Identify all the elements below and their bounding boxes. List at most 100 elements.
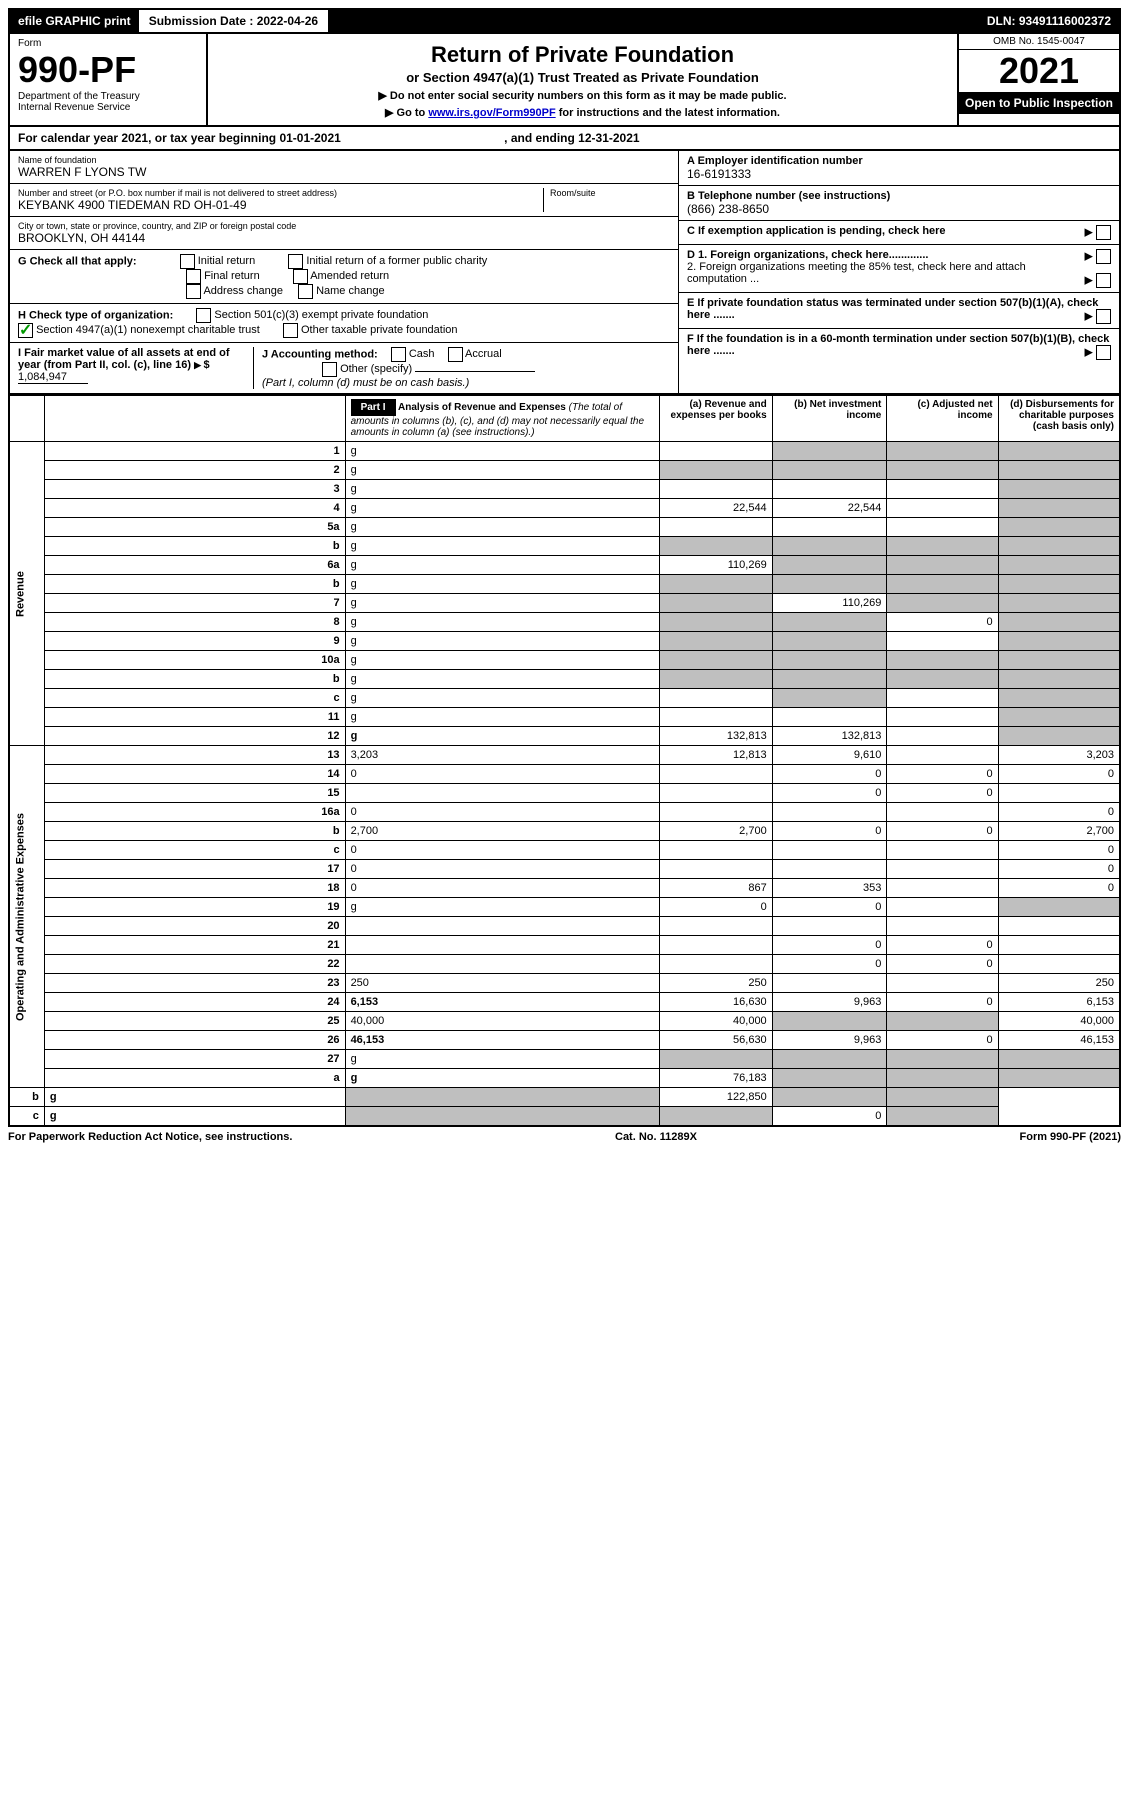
col-a-value	[660, 784, 772, 803]
chk-initial-return[interactable]	[180, 254, 195, 269]
col-c-value: 0	[887, 822, 998, 841]
table-row: b g	[9, 575, 1120, 594]
section-g: G Check all that apply: Initial return I…	[10, 250, 678, 304]
line-number: 13	[44, 746, 345, 765]
chk-final-return[interactable]	[186, 269, 201, 284]
col-d-value	[998, 917, 1120, 936]
efile-label: efile GRAPHIC print	[10, 10, 141, 32]
col-b-value: 22,544	[772, 499, 887, 518]
line-description	[345, 936, 660, 955]
section-ij: I Fair market value of all assets at end…	[10, 343, 678, 393]
section-h: H Check type of organization: Section 50…	[10, 304, 678, 343]
chk-address-change[interactable]	[186, 284, 201, 299]
chk-foreign-org[interactable]	[1096, 249, 1111, 264]
chk-foreign-85[interactable]	[1096, 273, 1111, 288]
form-header: Form 990-PF Department of the Treasury I…	[8, 34, 1121, 127]
line-number: 27	[44, 1050, 345, 1069]
chk-status-terminated[interactable]	[1096, 309, 1111, 324]
table-row: 18 0 867 353 0	[9, 879, 1120, 898]
col-d-value	[998, 784, 1120, 803]
col-d-value	[998, 613, 1120, 632]
col-a-value: 76,183	[660, 1069, 772, 1088]
col-c-value	[887, 651, 998, 670]
instruction-1: ▶ Do not enter social security numbers o…	[220, 89, 945, 102]
col-c-value: 0	[887, 765, 998, 784]
section-c: C If exemption application is pending, c…	[679, 221, 1119, 245]
col-c-value	[887, 803, 998, 822]
top-bar: efile GRAPHIC print Submission Date : 20…	[8, 8, 1121, 34]
line-description: g	[345, 594, 660, 613]
col-b-value	[772, 632, 887, 651]
line-description: 2,700	[345, 822, 660, 841]
line-description: 46,153	[345, 1031, 660, 1050]
line-description: g	[345, 442, 660, 461]
col-a-value: 16,630	[660, 993, 772, 1012]
col-a-value: 0	[660, 898, 772, 917]
line-number: 1	[44, 442, 345, 461]
col-b-value: 0	[772, 822, 887, 841]
chk-name-change[interactable]	[298, 284, 313, 299]
chk-other-taxable[interactable]	[283, 323, 298, 338]
line-description	[345, 917, 660, 936]
line-description: 0	[345, 879, 660, 898]
col-b-value: 0	[772, 955, 887, 974]
chk-other-method[interactable]	[322, 362, 337, 377]
calendar-year-row: For calendar year 2021, or tax year begi…	[8, 127, 1121, 151]
form-subtitle: or Section 4947(a)(1) Trust Treated as P…	[220, 70, 945, 85]
line-description: g	[44, 1088, 345, 1107]
irs-link[interactable]: www.irs.gov/Form990PF	[428, 107, 555, 119]
line-number: 15	[44, 784, 345, 803]
table-row: 8 g 0	[9, 613, 1120, 632]
line-number: 6a	[44, 556, 345, 575]
col-c-value: 0	[772, 1107, 887, 1127]
col-a-value: 40,000	[660, 1012, 772, 1031]
line-number: b	[9, 1088, 44, 1107]
foundation-name-cell: Name of foundation WARREN F LYONS TW	[10, 151, 678, 184]
col-d-value: 40,000	[998, 1012, 1120, 1031]
col-b-value	[772, 442, 887, 461]
col-c-value	[887, 480, 998, 499]
chk-501c3[interactable]	[196, 308, 211, 323]
col-c-value	[887, 556, 998, 575]
table-row: 12 g 132,813 132,813	[9, 727, 1120, 746]
chk-cash[interactable]	[391, 347, 406, 362]
chk-initial-return-former[interactable]	[288, 254, 303, 269]
chk-amended-return[interactable]	[293, 269, 308, 284]
line-number: 10a	[44, 651, 345, 670]
col-b-value	[772, 917, 887, 936]
col-b-value	[772, 670, 887, 689]
footer-mid: Cat. No. 11289X	[615, 1131, 697, 1143]
table-row: 5a g	[9, 518, 1120, 537]
col-c-value	[887, 461, 998, 480]
col-b-value	[772, 480, 887, 499]
col-a-value: 867	[660, 879, 772, 898]
col-b-value	[772, 537, 887, 556]
form-label: Form	[18, 38, 198, 49]
line-number: 23	[44, 974, 345, 993]
table-row: Operating and Administrative Expenses 13…	[9, 746, 1120, 765]
line-number: 2	[44, 461, 345, 480]
col-d-value	[998, 670, 1120, 689]
table-row: Revenue 1 g	[9, 442, 1120, 461]
col-c-value	[887, 1012, 998, 1031]
col-d-value: 0	[998, 841, 1120, 860]
line-description: g	[345, 499, 660, 518]
open-inspection: Open to Public Inspection	[959, 92, 1119, 114]
col-b-value	[772, 575, 887, 594]
chk-4947a1[interactable]	[18, 323, 33, 338]
chk-accrual[interactable]	[448, 347, 463, 362]
col-a-value	[660, 461, 772, 480]
col-a-value	[660, 841, 772, 860]
line-description: g	[345, 537, 660, 556]
line-number: 9	[44, 632, 345, 651]
submission-date: Submission Date : 2022-04-26	[141, 10, 328, 32]
part1-table: Part I Analysis of Revenue and Expenses …	[8, 395, 1121, 1127]
col-c-value	[887, 1069, 998, 1088]
chk-60month[interactable]	[1096, 345, 1111, 360]
table-row: 23 250 250 250	[9, 974, 1120, 993]
line-description: g	[345, 480, 660, 499]
col-d-value	[998, 556, 1120, 575]
col-a-value	[660, 575, 772, 594]
chk-exemption-pending[interactable]	[1096, 225, 1111, 240]
col-b-value: 0	[772, 898, 887, 917]
